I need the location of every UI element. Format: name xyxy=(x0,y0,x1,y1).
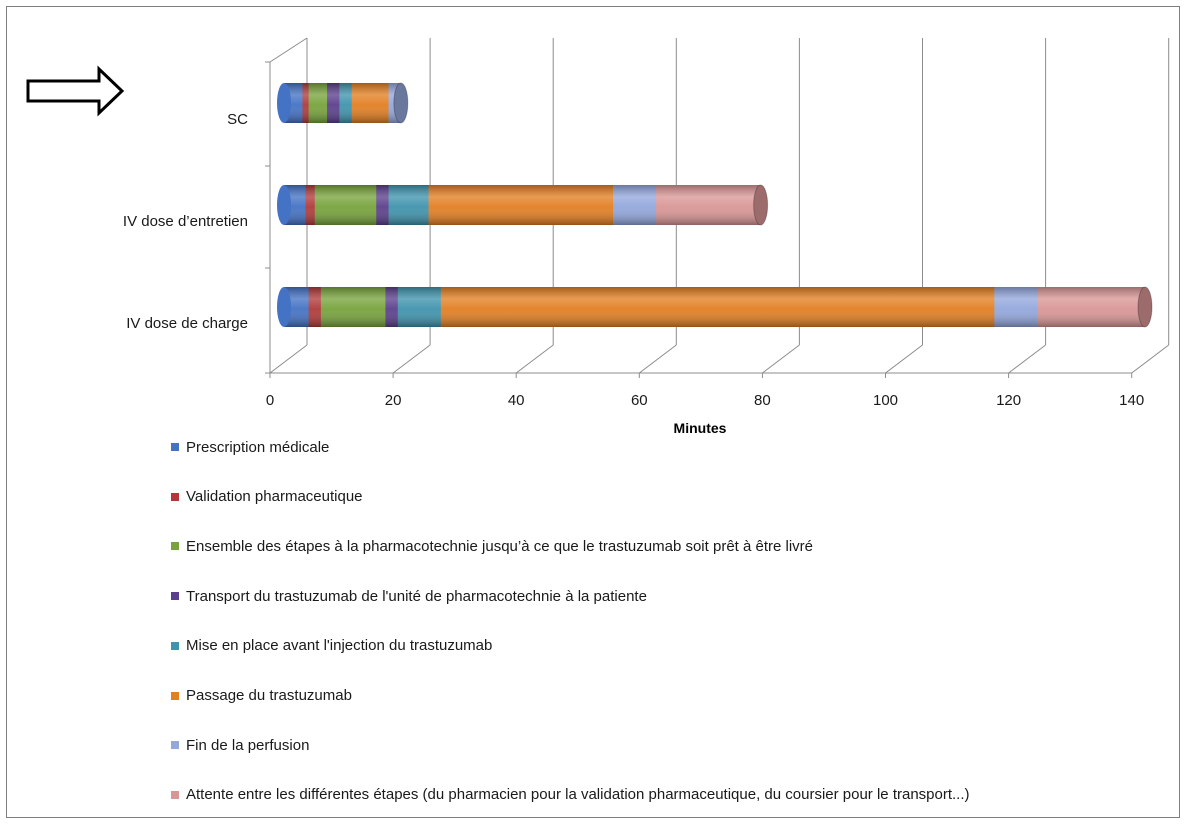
bar-cap-end xyxy=(1137,286,1153,328)
floor-gridline xyxy=(269,344,308,374)
category-label: IV dose d’entretien xyxy=(123,213,248,230)
floor-gridline xyxy=(1131,344,1170,374)
bar-cap-start xyxy=(277,185,291,225)
bar-shading xyxy=(284,185,761,225)
floor-gridline xyxy=(1008,344,1046,374)
axis-labels: 0 20 40 60 80 100 120 140 SC IV dose d’entretien I… xyxy=(123,111,1144,436)
x-tick-label: 40 xyxy=(508,392,525,409)
x-tick-label: 120 xyxy=(996,392,1021,409)
legend-item: Transport du trastuzumab de l'unité de p… xyxy=(171,586,647,606)
floor-gridline xyxy=(515,344,554,374)
legend-item: Ensemble des étapes à la pharmacotechnie… xyxy=(171,536,813,556)
floor-gridline xyxy=(638,344,677,374)
legend-label: Prescription médicale xyxy=(186,438,330,456)
right-arrow-icon xyxy=(26,65,125,117)
legend-item: Fin de la perfusion xyxy=(171,735,309,755)
floor-gridline xyxy=(392,344,431,374)
x-tick-label: 100 xyxy=(873,392,898,409)
wall-top-edge xyxy=(269,37,308,63)
legend-swatch xyxy=(171,592,179,601)
legend-item: Attente entre les différentes étapes (du… xyxy=(171,785,970,805)
legend-label: Attente entre les différentes étapes (du… xyxy=(186,786,970,804)
floor-gridline xyxy=(885,344,923,374)
legend-item: Passage du trastuzumab xyxy=(171,686,352,706)
legend-item: Validation pharmaceutique xyxy=(171,487,363,507)
bar-cap-shade xyxy=(753,185,768,225)
legend-swatch xyxy=(171,542,179,551)
floor-gridline xyxy=(762,344,800,374)
x-tick-label: 20 xyxy=(385,392,402,409)
bar-cap-start xyxy=(277,287,291,327)
legend-swatch xyxy=(171,492,179,501)
category-label: SC xyxy=(227,111,248,128)
bar-cap-end xyxy=(753,184,769,226)
legend-label: Fin de la perfusion xyxy=(186,736,310,754)
legend-item: Mise en place avant l'injection du trast… xyxy=(171,636,492,656)
x-axis-title: Minutes xyxy=(674,420,727,436)
bar-cap-end xyxy=(393,82,409,124)
bar-shading xyxy=(284,83,401,123)
legend-swatch xyxy=(171,641,179,650)
bars xyxy=(277,82,1153,328)
bar-cap-shade xyxy=(1138,287,1152,327)
legend-label: Transport du trastuzumab de l'unité de p… xyxy=(186,587,647,605)
legend-label: Passage du trastuzumab xyxy=(186,687,352,704)
x-tick-label: 80 xyxy=(754,392,771,409)
legend-swatch xyxy=(171,741,179,750)
x-tick-label: 60 xyxy=(631,392,648,409)
legend-swatch xyxy=(171,443,179,451)
bar-shading xyxy=(284,287,1145,327)
legend-label: Validation pharmaceutique xyxy=(186,488,363,506)
legend-swatch xyxy=(171,790,179,799)
legend-label: Mise en place avant l'injection du trast… xyxy=(186,637,493,655)
figure-frame xyxy=(6,6,1180,818)
legend-label: Ensemble des étapes à la pharmacotechnie… xyxy=(186,537,814,555)
bar-cap-start xyxy=(277,83,291,123)
legend-swatch xyxy=(171,691,179,700)
bar-cap-shade xyxy=(393,83,408,123)
x-tick-label: 140 xyxy=(1119,392,1144,409)
legend-item: Prescription médicale xyxy=(171,437,329,457)
category-label: IV dose de charge xyxy=(126,315,248,332)
x-tick-label: 0 xyxy=(266,392,274,409)
